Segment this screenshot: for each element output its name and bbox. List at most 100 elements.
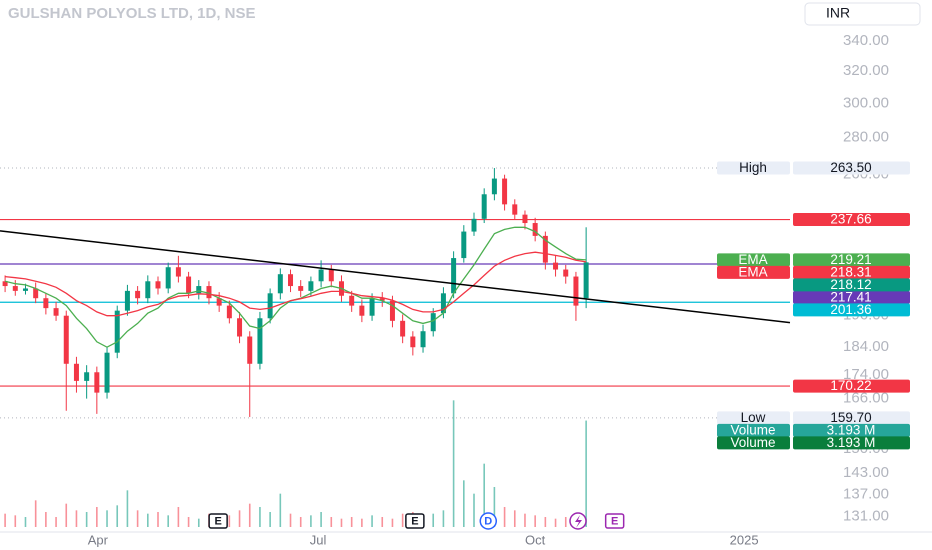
event: E — [405, 513, 425, 529]
volume-bar — [106, 510, 108, 527]
x-tick-label: Apr — [88, 532, 109, 547]
price-label-text: 159.70 — [830, 410, 871, 425]
candle-body — [22, 288, 28, 291]
event-marker — [479, 512, 498, 530]
candle-body — [155, 281, 161, 289]
event-marker — [604, 513, 625, 529]
candle-body — [369, 298, 375, 316]
price-label-tag: Volume — [730, 422, 775, 437]
volume-bar — [279, 493, 282, 527]
price-label: 3.193 M Volume — [717, 422, 910, 437]
candle-body — [124, 290, 130, 311]
volume-bar — [513, 510, 516, 527]
price-label-box — [793, 411, 910, 425]
candle-body — [114, 310, 120, 353]
currency-box[interactable] — [804, 2, 921, 26]
candle-body — [349, 295, 355, 306]
price-label-box — [793, 436, 910, 450]
price-label: 217.41 — [793, 289, 910, 304]
currency[interactable]: INR — [826, 5, 850, 21]
price-label-text: 237.66 — [830, 212, 871, 227]
volume-bar — [473, 493, 475, 527]
volume-bar — [289, 513, 292, 527]
volume-bar — [259, 507, 261, 527]
candle-body — [573, 276, 579, 306]
candle-body — [104, 352, 110, 393]
price-label-box — [793, 379, 910, 393]
candle-body — [308, 281, 314, 291]
candle-body — [33, 288, 39, 299]
price-label: 219.21 EMA — [717, 252, 910, 267]
y-tick-label: 300.00 — [843, 94, 889, 111]
event-label: E — [214, 515, 221, 527]
candle-body — [43, 298, 49, 309]
volume-bar — [85, 512, 88, 527]
candle-body — [481, 194, 487, 219]
candle-body — [63, 315, 69, 364]
candle-body — [318, 269, 324, 282]
ema-line — [5, 251, 587, 317]
volume-bar — [157, 512, 159, 527]
candle-body — [400, 320, 406, 337]
volume-bar — [228, 515, 231, 527]
price-label-text: 219.21 — [830, 252, 871, 267]
price-label-tag-box — [717, 423, 790, 437]
x-tick-label: Jul — [310, 532, 327, 547]
price-label: 218.12 — [793, 277, 910, 292]
candle-body — [186, 276, 192, 294]
lightning-icon — [575, 515, 582, 528]
event: E — [604, 513, 625, 529]
volume-bar — [299, 517, 302, 527]
candle-body — [216, 298, 222, 306]
volume-bar — [126, 490, 129, 527]
volume-bar — [493, 487, 496, 527]
candle-body — [73, 363, 79, 381]
volume-bar — [432, 513, 435, 527]
candle-body — [542, 235, 548, 263]
volume-bar — [534, 515, 536, 527]
price-label-tag: Low — [741, 410, 766, 425]
price-label: 159.70 Low — [717, 410, 910, 425]
volume-bar — [197, 518, 200, 527]
price-label: 170.22 — [793, 378, 910, 393]
candle-body — [277, 274, 283, 294]
candle-body — [522, 214, 528, 224]
candle-body — [288, 274, 294, 287]
event: E — [208, 513, 228, 529]
price-label-tag-box — [717, 436, 790, 450]
price-label-text: 263.50 — [830, 160, 871, 175]
candle-body — [563, 269, 569, 277]
y-tick-label: 137.00 — [843, 485, 889, 502]
event-marker — [405, 513, 425, 529]
volume-bar — [65, 503, 68, 527]
candle-body — [12, 286, 18, 291]
candle-body — [94, 372, 100, 393]
price-label-tag-box — [717, 411, 790, 425]
candle-body — [175, 267, 181, 277]
volume-bar — [330, 517, 333, 527]
candle-body — [247, 336, 253, 364]
volume-bar — [96, 507, 98, 527]
candle-body — [359, 305, 365, 316]
price-label: 237.66 — [793, 212, 910, 227]
volume-bar — [45, 512, 47, 527]
volume-bar — [167, 515, 169, 527]
chart-title: GULSHAN POLYOLS LTD, 1D, NSE — [8, 5, 256, 22]
volume-bar — [238, 510, 241, 527]
volume-bar — [116, 505, 119, 527]
event: D — [479, 512, 498, 530]
price-label-text: 218.12 — [830, 277, 871, 292]
candle-body — [267, 293, 273, 319]
y-tick-label: 131.00 — [843, 508, 889, 525]
event-label: E — [411, 515, 418, 527]
candle-body — [298, 286, 304, 291]
price-label-box — [793, 213, 910, 227]
volume-bar — [452, 400, 455, 527]
candle-body — [420, 331, 426, 348]
y-tick-label: 143.00 — [843, 464, 889, 481]
x-tick-label: 2025 — [730, 532, 759, 547]
candle-body — [553, 262, 559, 270]
x-tick-label: Oct — [525, 532, 546, 547]
candle-body — [512, 204, 518, 215]
y-tick-label: 174.00 — [843, 366, 889, 383]
